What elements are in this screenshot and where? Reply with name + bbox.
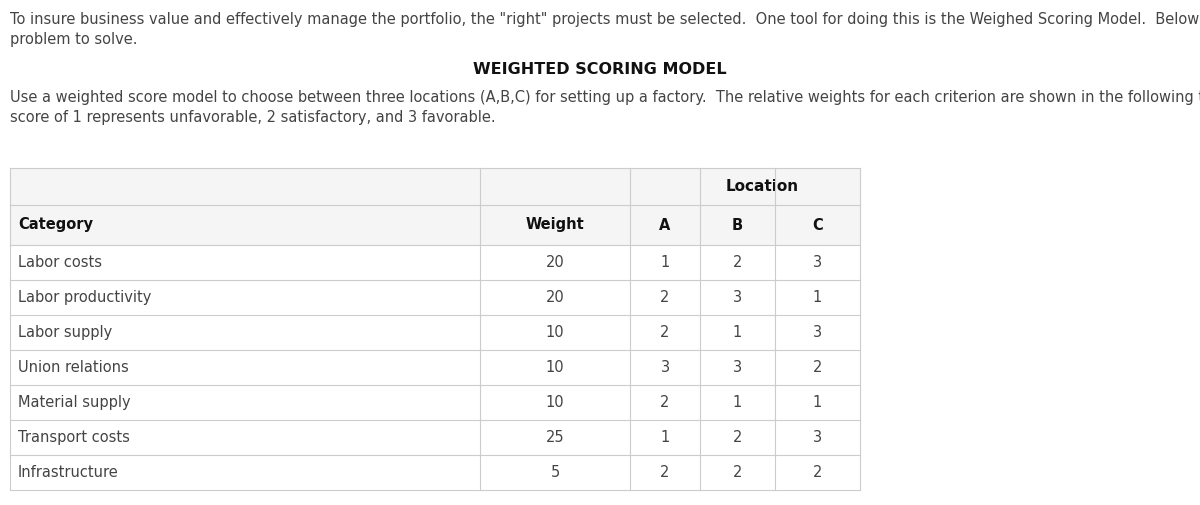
- Text: 1: 1: [733, 395, 742, 410]
- Text: Labor productivity: Labor productivity: [18, 290, 151, 305]
- Text: Infrastructure: Infrastructure: [18, 465, 119, 480]
- Text: 10: 10: [546, 360, 564, 375]
- Text: Material supply: Material supply: [18, 395, 131, 410]
- Text: 10: 10: [546, 395, 564, 410]
- Text: 3: 3: [812, 430, 822, 445]
- Text: 20: 20: [546, 255, 564, 270]
- Text: 2: 2: [660, 290, 670, 305]
- Text: A: A: [659, 218, 671, 232]
- Text: Category: Category: [18, 218, 94, 232]
- Text: 1: 1: [660, 430, 670, 445]
- Text: 25: 25: [546, 430, 564, 445]
- Text: Location: Location: [726, 179, 799, 194]
- Text: 3: 3: [812, 325, 822, 340]
- Text: Weight: Weight: [526, 218, 584, 232]
- Text: Use a weighted score model to choose between three locations (A,B,C) for setting: Use a weighted score model to choose bet…: [10, 90, 1200, 105]
- Text: 2: 2: [733, 430, 742, 445]
- Text: 3: 3: [733, 290, 742, 305]
- Text: WEIGHTED SCORING MODEL: WEIGHTED SCORING MODEL: [473, 62, 727, 77]
- Text: 1: 1: [812, 290, 822, 305]
- Text: 1: 1: [660, 255, 670, 270]
- Text: Transport costs: Transport costs: [18, 430, 130, 445]
- Text: 10: 10: [546, 325, 564, 340]
- Text: 2: 2: [660, 465, 670, 480]
- Text: 3: 3: [660, 360, 670, 375]
- Text: 2: 2: [733, 255, 742, 270]
- Text: 2: 2: [733, 465, 742, 480]
- Text: Labor costs: Labor costs: [18, 255, 102, 270]
- Text: 2: 2: [660, 395, 670, 410]
- Text: Union relations: Union relations: [18, 360, 128, 375]
- Text: 5: 5: [551, 465, 559, 480]
- Text: 1: 1: [812, 395, 822, 410]
- Text: 20: 20: [546, 290, 564, 305]
- Text: 1: 1: [733, 325, 742, 340]
- Text: score of 1 represents unfavorable, 2 satisfactory, and 3 favorable.: score of 1 represents unfavorable, 2 sat…: [10, 110, 496, 125]
- Text: 3: 3: [812, 255, 822, 270]
- Text: To insure business value and effectively manage the portfolio, the "right" proje: To insure business value and effectively…: [10, 12, 1200, 27]
- Text: 2: 2: [812, 465, 822, 480]
- Text: 3: 3: [733, 360, 742, 375]
- Text: 2: 2: [660, 325, 670, 340]
- Text: Labor supply: Labor supply: [18, 325, 113, 340]
- Text: C: C: [812, 218, 823, 232]
- Text: problem to solve.: problem to solve.: [10, 32, 138, 47]
- Text: B: B: [732, 218, 743, 232]
- Text: 2: 2: [812, 360, 822, 375]
